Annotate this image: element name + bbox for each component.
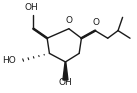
Text: O: O xyxy=(93,18,100,27)
Text: O: O xyxy=(65,16,72,25)
Text: OH: OH xyxy=(58,78,72,87)
Polygon shape xyxy=(63,62,68,80)
Text: HO: HO xyxy=(2,56,16,65)
Text: OH: OH xyxy=(24,3,38,12)
